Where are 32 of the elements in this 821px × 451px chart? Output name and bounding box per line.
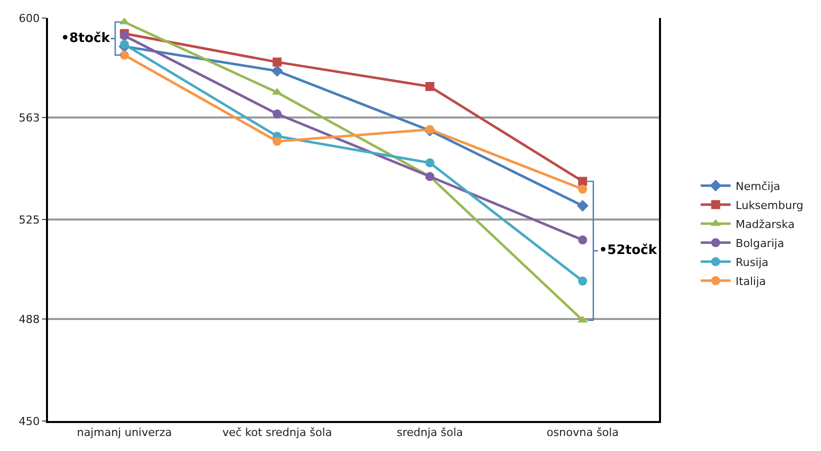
y-tick-label: 450: [18, 414, 40, 428]
point: [425, 172, 434, 182]
point: [272, 58, 282, 67]
point: [578, 276, 588, 286]
y-tick-label: 488: [18, 312, 40, 326]
annotation: •52točk: [599, 243, 658, 258]
legend-label: Luksemburg: [736, 198, 804, 212]
point: [425, 82, 434, 92]
point: [425, 125, 434, 134]
point: [576, 200, 588, 212]
point: [425, 158, 434, 168]
y-tick-label: 600: [18, 12, 40, 25]
annotation: •8točk: [61, 31, 110, 46]
legend-label: Italija: [736, 274, 766, 288]
x-tick-label: srednja šola: [396, 426, 464, 440]
point: [578, 184, 588, 194]
point: [578, 176, 588, 186]
legend-label: Rusija: [736, 256, 768, 269]
y-tick-label: 525: [18, 213, 40, 226]
point: [272, 136, 282, 146]
point: [120, 50, 129, 60]
x-tick-label: več kot srednja šola: [222, 426, 332, 440]
point: [271, 65, 283, 77]
legend-label: Nemčija: [736, 180, 780, 193]
legend-label: Madžarska: [736, 218, 795, 231]
x-tick-label: najmanj univerza: [76, 426, 172, 440]
point: [578, 235, 588, 244]
y-tick-label: 563: [18, 111, 40, 124]
x-tick-label: osnovna šola: [546, 426, 619, 440]
point: [120, 40, 129, 49]
legend-label: Bolgarija: [736, 236, 784, 250]
point: [272, 109, 282, 118]
